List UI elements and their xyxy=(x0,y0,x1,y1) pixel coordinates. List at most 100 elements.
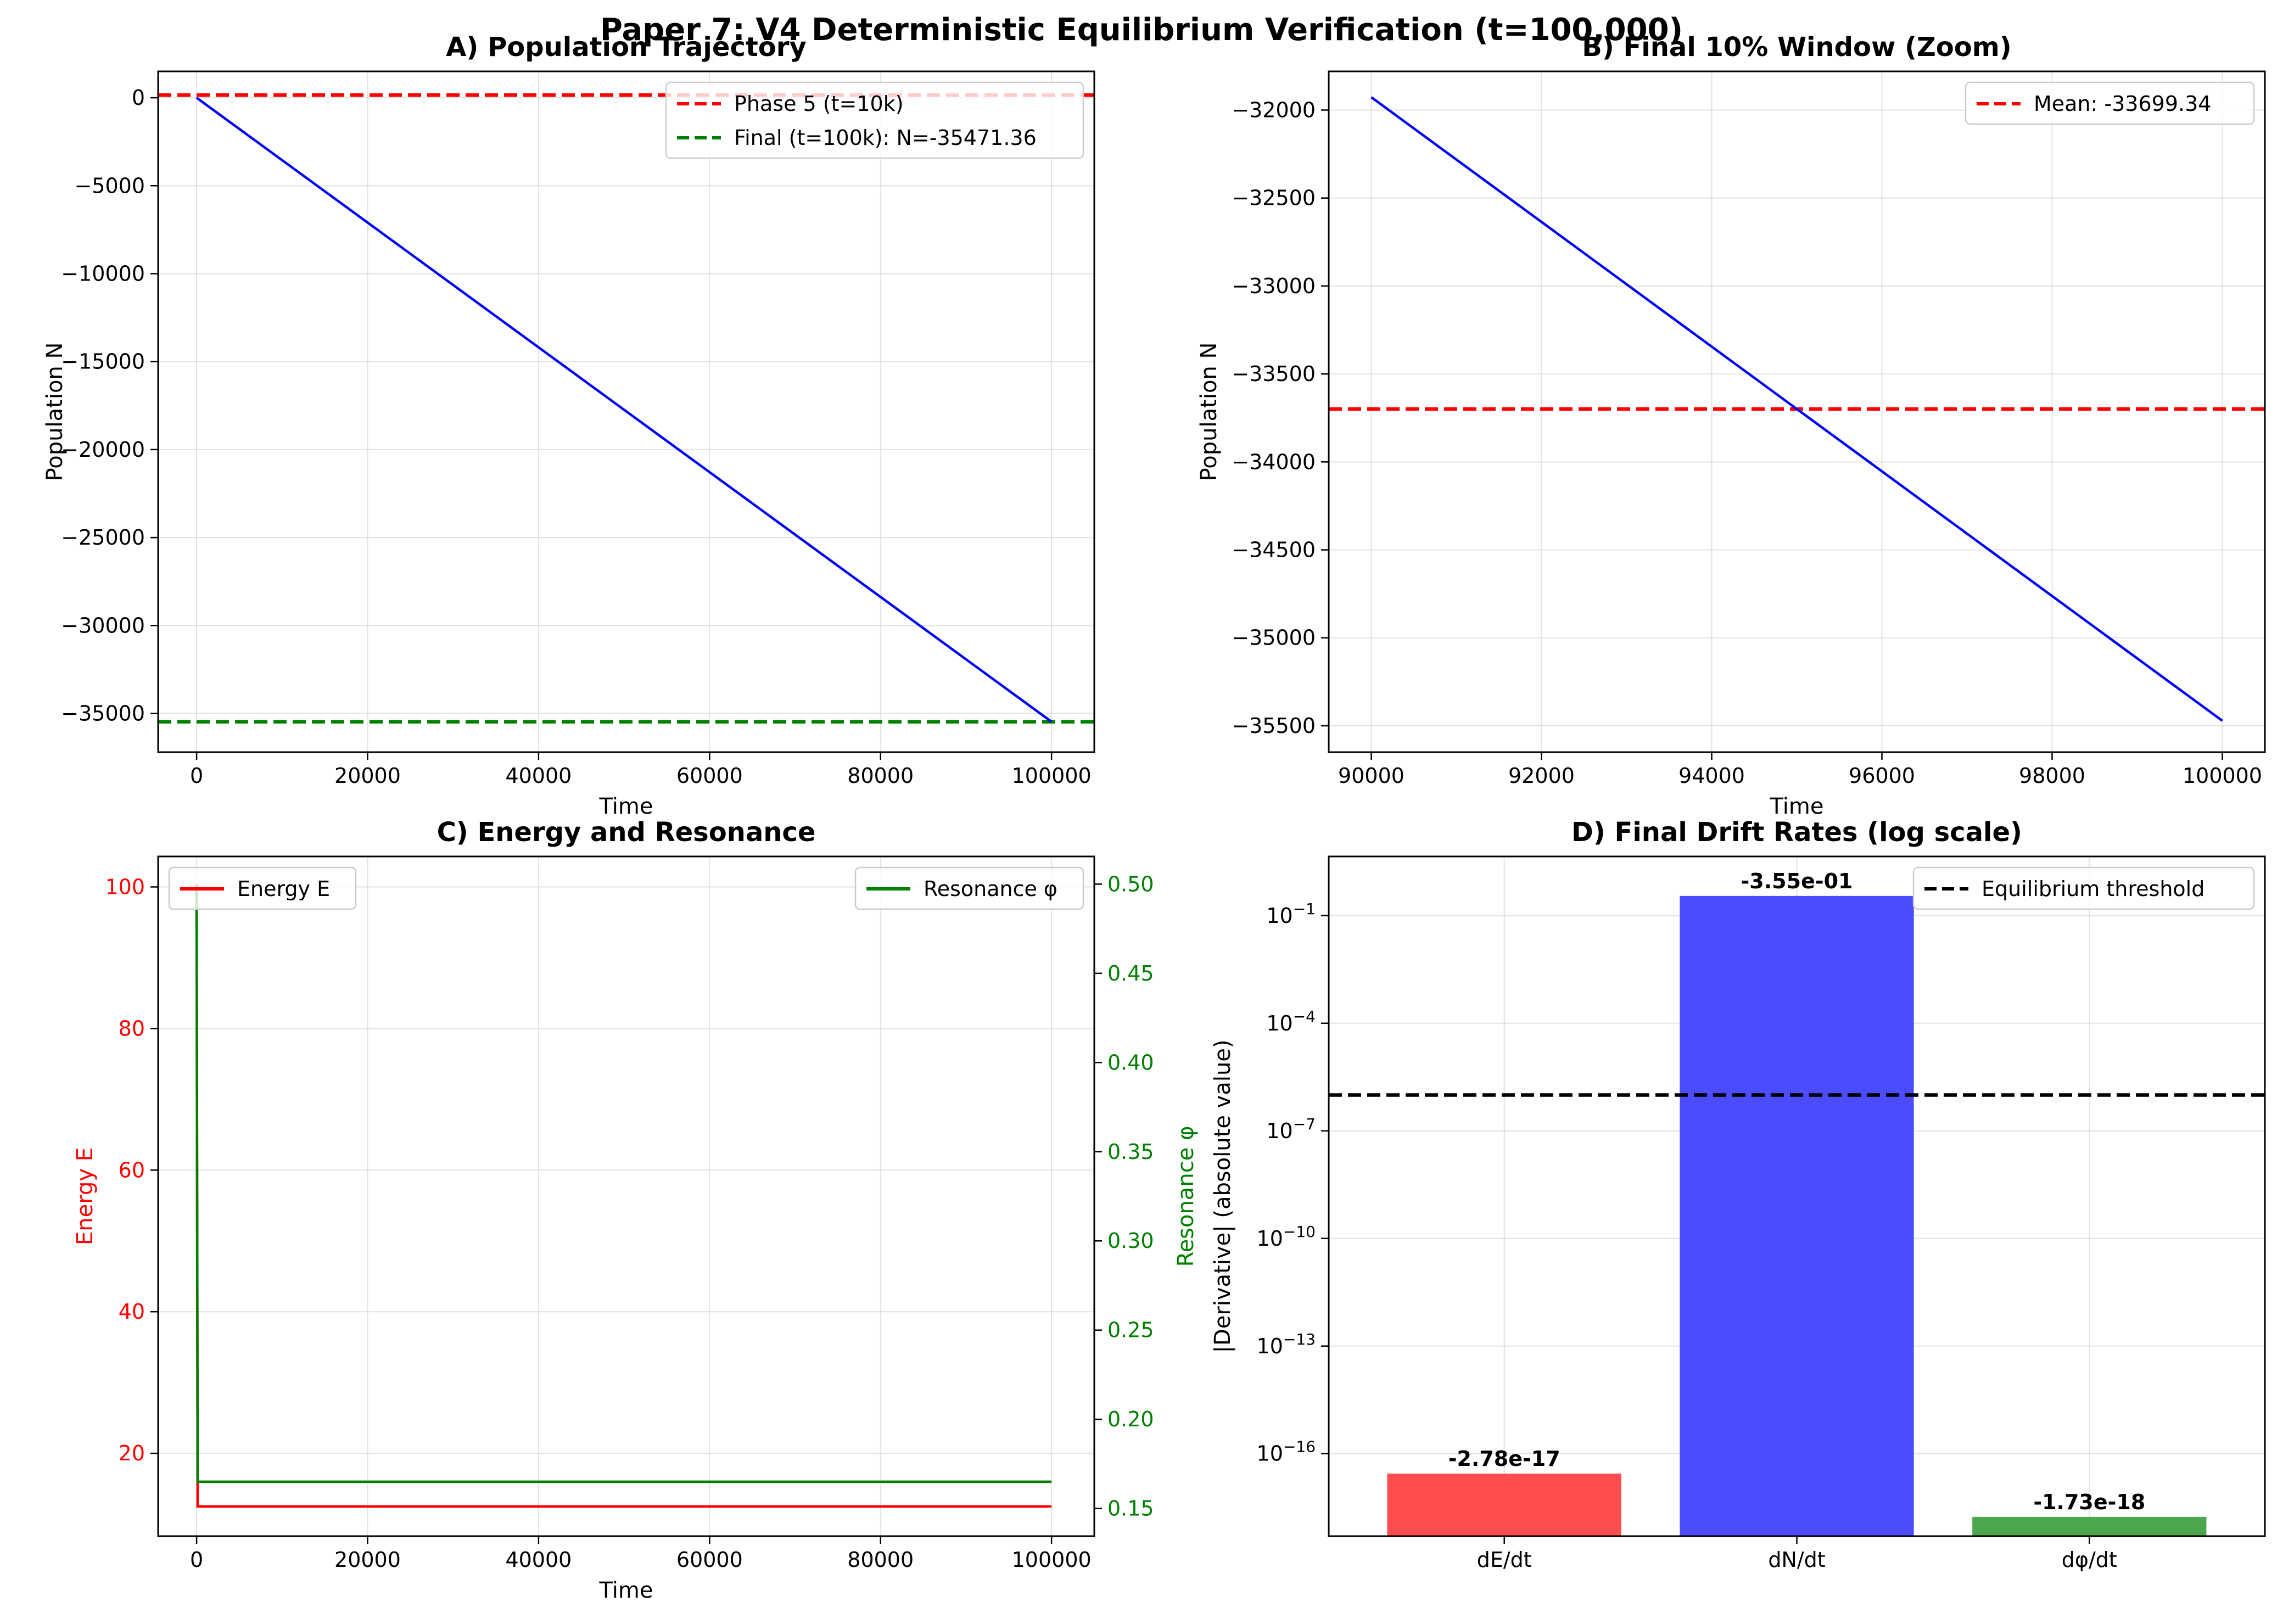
x-category-label: dN/dt xyxy=(1768,1548,1825,1572)
y-tick-label: 100 xyxy=(105,875,145,899)
legend-entry-resonance: Resonance φ xyxy=(924,877,1057,901)
series-line-population xyxy=(1370,96,2223,722)
panel-B-frame xyxy=(1328,70,2266,753)
x-tick-label: 20000 xyxy=(334,1548,401,1572)
y-tick-label: −10000 xyxy=(61,261,145,285)
panel-title: A) Population Trajectory xyxy=(446,32,806,63)
legend-box xyxy=(854,866,1084,910)
x-axis-label: Time xyxy=(599,794,653,819)
y-tick-label: 0 xyxy=(132,86,145,110)
y-right-tick-label: 0.20 xyxy=(1107,1407,1154,1431)
y-tick-label: −35000 xyxy=(61,702,145,726)
y-tick-label: 60 xyxy=(119,1158,145,1182)
y-axis-label: |Derivative| (absolute value) xyxy=(1210,1039,1235,1353)
x-tick-label: 90000 xyxy=(1338,764,1405,788)
y-tick-label: 80 xyxy=(119,1016,145,1040)
x-tick-label: 20000 xyxy=(334,764,401,788)
legend-box xyxy=(665,81,1084,159)
y-tick-label: 10−1 xyxy=(1266,900,1316,928)
x-tick-label: 80000 xyxy=(847,1548,914,1572)
legend-box xyxy=(168,866,357,910)
y-right-tick-label: 0.40 xyxy=(1107,1050,1154,1074)
figure-title: Paper 7: V4 Deterministic Equilibrium Ve… xyxy=(600,12,1683,48)
legend-box xyxy=(1912,866,2255,910)
y-tick-label: 10−4 xyxy=(1266,1007,1316,1035)
y-tick-label: −20000 xyxy=(61,438,145,462)
x-tick-label: 0 xyxy=(190,764,203,788)
legend-box xyxy=(1965,81,2255,125)
x-category-label: dE/dt xyxy=(1477,1548,1532,1572)
y-right-tick-label: 0.50 xyxy=(1107,872,1154,896)
y-tick-label: −25000 xyxy=(61,525,145,550)
y-tick-label: −30000 xyxy=(61,613,145,637)
bar-value-label: -2.78e-17 xyxy=(1448,1447,1560,1471)
bar-de-dt xyxy=(1387,1474,1621,1536)
series-line-population xyxy=(195,97,1053,723)
grid-lines xyxy=(158,856,1094,1536)
panel-population-trajectory: 0 20000 40000 60000 80000 100000 0 −5000 −10000 −… xyxy=(42,32,1095,819)
y-tick-label: −35500 xyxy=(1232,714,1316,738)
grid-lines xyxy=(158,71,1094,752)
legend-entry-energy-e: Energy E xyxy=(237,877,330,901)
x-tick-label: 100000 xyxy=(2183,764,2262,788)
panel-title: B) Final 10% Window (Zoom) xyxy=(1582,32,2011,63)
x-category-label: dφ/dt xyxy=(2062,1548,2117,1572)
x-tick-label: 40000 xyxy=(505,1548,572,1572)
y-axis-label: Population N xyxy=(42,343,68,481)
y-right-tick-label: 0.30 xyxy=(1107,1229,1154,1253)
legend: Energy E xyxy=(168,866,357,910)
bar-value-label: -1.73e-18 xyxy=(2033,1490,2145,1514)
x-tick-label: 0 xyxy=(190,1548,203,1572)
legend: Resonance φ xyxy=(854,866,1084,910)
series-line-energy-e xyxy=(195,887,1052,1508)
x-tick-label: 60000 xyxy=(676,764,743,788)
y-tick-label: −5000 xyxy=(74,173,145,198)
y-tick-label: −15000 xyxy=(61,350,145,374)
y-right-tick-label: 0.15 xyxy=(1107,1497,1154,1521)
y-axis-label: Energy E xyxy=(72,1147,98,1245)
y-tick-label: 10−16 xyxy=(1257,1438,1316,1466)
x-tick-label: 98000 xyxy=(2019,764,2085,788)
x-tick-label: 40000 xyxy=(505,764,572,788)
y-tick-label: 40 xyxy=(119,1300,145,1324)
legend-entry-final-t-100k-n-35471-36: Final (t=100k): N=-35471.36 xyxy=(734,126,1037,150)
legend: Phase 5 (t=10k) Final (t=100k): N=-35471.… xyxy=(665,81,1084,159)
plot-area xyxy=(195,884,1052,1508)
y-right-tick-label: 0.35 xyxy=(1107,1140,1154,1164)
x-tick-label: 92000 xyxy=(1508,764,1575,788)
bar-d-dt xyxy=(1972,1516,2207,1536)
x-tick-label: 80000 xyxy=(847,764,914,788)
legend: Equilibrium threshold xyxy=(1912,866,2255,910)
x-axis-label: Time xyxy=(599,1578,653,1603)
panel-title: D) Final Drift Rates (log scale) xyxy=(1571,817,2022,848)
panel-C-frame xyxy=(157,855,1095,1537)
legend-entry-mean-33699-34: Mean: -33699.34 xyxy=(2034,92,2211,116)
y-right-tick-label: 0.25 xyxy=(1107,1318,1154,1342)
y-tick-label: −34500 xyxy=(1232,538,1316,562)
panel-A-frame xyxy=(157,70,1095,753)
legend-entry-equilibrium-threshold: Equilibrium threshold xyxy=(1982,877,2204,901)
plot-area xyxy=(158,93,1094,724)
legend: Mean: -33699.34 xyxy=(1965,81,2255,125)
plot-area xyxy=(1329,96,2265,722)
x-tick-label: 94000 xyxy=(1678,764,1745,788)
y-tick-label: −35000 xyxy=(1232,626,1316,650)
bar-value-label: -3.55e-01 xyxy=(1741,869,1853,893)
x-tick-label: 96000 xyxy=(1849,764,1915,788)
y-right-axis-label: Resonance φ xyxy=(1173,1126,1199,1267)
y-tick-label: −33500 xyxy=(1232,362,1316,386)
panel-final-window-zoom: 90000 92000 94000 96000 98000 100000 −32000 −32… xyxy=(1196,32,2266,819)
x-tick-label: 100000 xyxy=(1012,764,1092,788)
y-tick-label: 10−10 xyxy=(1257,1223,1316,1251)
y-tick-label: −32000 xyxy=(1232,98,1316,122)
bar-dn-dt xyxy=(1680,895,1914,1536)
panel-drift-rates: -2.78e-17 -3.55e-01 -1.73e-18 dE/dt dN/dt dφ/… xyxy=(1210,817,2266,1572)
panel-energy-resonance: 0 20000 40000 60000 80000 100000 20 40 60 80 100 0.… xyxy=(72,817,1199,1603)
y-tick-label: −32500 xyxy=(1232,186,1316,210)
y-tick-label: 20 xyxy=(119,1441,145,1465)
y-axis-label: Population N xyxy=(1196,343,1222,481)
y-right-tick-label: 0.45 xyxy=(1107,961,1154,985)
x-axis-label: Time xyxy=(1770,794,1824,819)
y-tick-label: −33000 xyxy=(1232,274,1316,298)
x-tick-label: 100000 xyxy=(1012,1548,1092,1572)
